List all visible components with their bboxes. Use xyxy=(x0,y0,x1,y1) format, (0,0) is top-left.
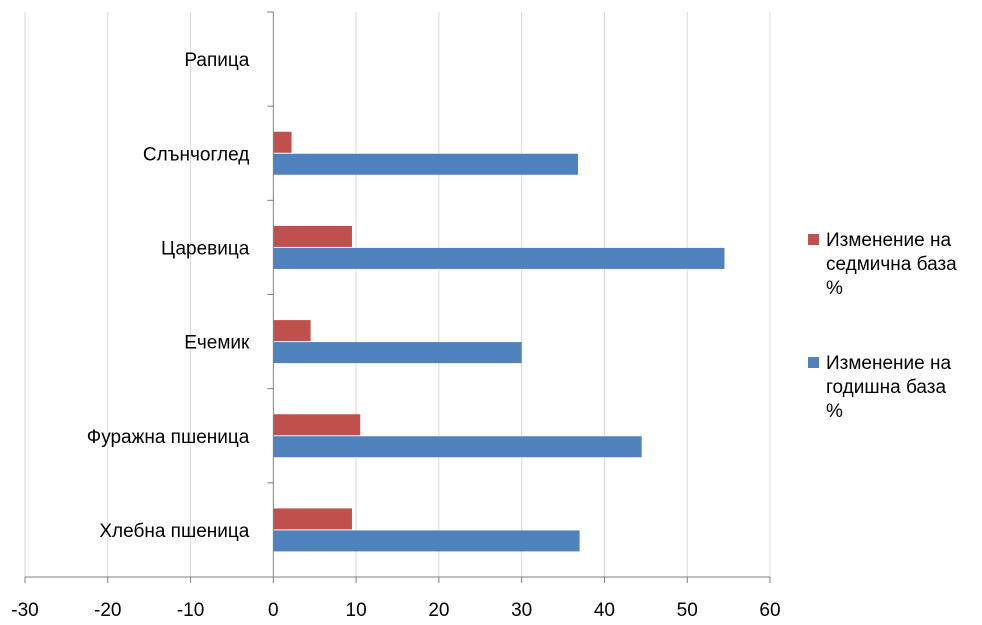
x-tick-label: 30 xyxy=(511,600,532,621)
category-label: Ечемик xyxy=(184,333,250,354)
bar-weekly xyxy=(273,225,352,247)
bars xyxy=(273,131,725,552)
legend-label: Изменение на xyxy=(826,230,952,251)
x-tick-label: 60 xyxy=(759,600,780,621)
bar-weekly xyxy=(273,320,311,342)
axes xyxy=(24,11,771,583)
legend-label: % xyxy=(826,278,843,299)
category-labels: Хлебна пшеница Фуражна пшеница Ечемик Царев… xyxy=(87,50,250,542)
bar-annual xyxy=(273,247,725,269)
category-label: Царевица xyxy=(161,238,250,259)
bar-annual xyxy=(273,436,642,458)
x-tick-label: -10 xyxy=(177,600,204,621)
legend-swatch xyxy=(808,234,819,245)
x-tick-label: -20 xyxy=(94,600,121,621)
category-label: Рапица xyxy=(184,50,249,71)
bar-annual xyxy=(273,153,578,175)
x-tick-label: 0 xyxy=(268,600,279,621)
legend-label: Изменение на xyxy=(826,353,952,374)
bar-annual xyxy=(273,342,522,364)
category-label: Слънчоглед xyxy=(143,144,249,165)
legend-label: годишна база xyxy=(826,377,946,398)
legend-label: % xyxy=(826,401,843,422)
bar-annual xyxy=(273,530,580,552)
legend: Изменение на седмична база% Изменение на го… xyxy=(808,230,957,422)
x-tick-label: 10 xyxy=(346,600,367,621)
gridlines xyxy=(24,12,771,577)
x-tick-label: -30 xyxy=(11,600,38,621)
category-label: Фуражна пшеница xyxy=(87,427,250,448)
bar-weekly xyxy=(273,508,352,530)
x-tick-label: 20 xyxy=(428,600,449,621)
legend-label: седмична база xyxy=(826,254,957,275)
x-tick-labels: -30 -20 -10 0 10 20 30 40 50 60 xyxy=(11,600,780,621)
x-tick-label: 40 xyxy=(594,600,615,621)
bar-weekly xyxy=(273,414,361,436)
legend-swatch xyxy=(808,357,819,368)
category-label: Хлебна пшеница xyxy=(99,521,249,542)
bar-weekly xyxy=(273,131,292,153)
x-tick-label: 50 xyxy=(677,600,698,621)
